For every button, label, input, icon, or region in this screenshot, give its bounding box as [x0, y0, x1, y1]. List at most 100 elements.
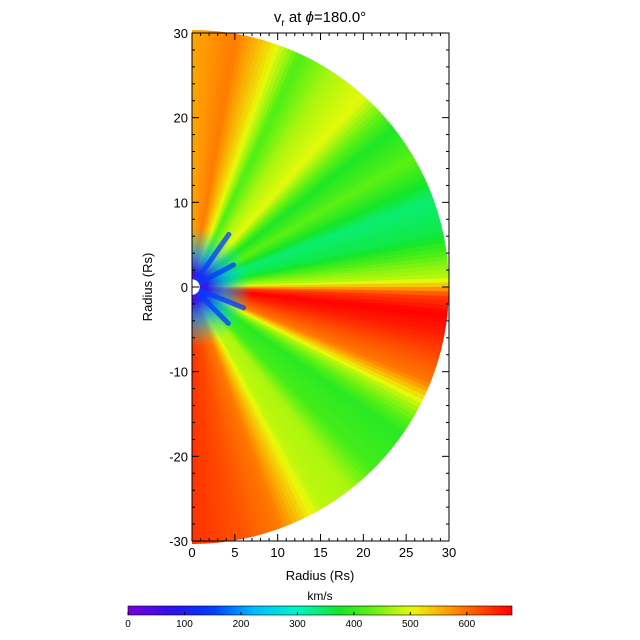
y-tick-label: -10 [169, 365, 188, 380]
heatmap-wedge [192, 205, 444, 287]
heatmap-wedge [192, 287, 402, 450]
heatmap-wedge [192, 287, 335, 511]
heatmap-wedge [192, 118, 397, 287]
x-axis-label: Radius (Rs) [286, 568, 355, 583]
colorbar-label: km/s [307, 589, 332, 603]
heatmap-wedge [192, 259, 449, 287]
heatmap-wedge [192, 287, 238, 544]
heatmap-wedge [192, 287, 282, 536]
heatmap-wedge [192, 287, 251, 544]
heatmap-wedge [192, 232, 449, 287]
colorbar [127, 605, 513, 616]
heatmap-wedge [192, 287, 396, 457]
heatmap-wedge [192, 219, 447, 287]
heatmap-wedge [192, 132, 408, 287]
heatmap-wedge [192, 287, 350, 500]
x-tick-label: 5 [231, 545, 238, 560]
heatmap-wedge [192, 287, 371, 483]
heatmap-wedge [192, 282, 449, 289]
heatmap-wedge [192, 287, 307, 526]
heatmap-wedge [192, 287, 202, 544]
y-tick-label: -20 [169, 449, 188, 464]
y-tick-label: 20 [174, 111, 188, 126]
y-tick-label: 10 [174, 195, 188, 210]
heatmap-wedge [192, 287, 375, 480]
heatmap-wedge [192, 287, 260, 542]
heatmap-wedge [192, 57, 325, 287]
heatmap-wedge [192, 287, 354, 498]
heatmap-wedge [192, 125, 403, 287]
heatmap-wedge [192, 136, 411, 287]
heatmap-wedge [192, 287, 295, 531]
heatmap-wedge [192, 74, 351, 287]
colorbar-tick-label: 400 [346, 619, 363, 630]
heatmap-wedge [192, 287, 417, 428]
heatmap-wedge [192, 201, 442, 287]
heatmap-wedge [192, 287, 368, 486]
heatmap-wedge [192, 287, 405, 446]
heatmap-wedge [192, 287, 415, 431]
heatmap-wedge [192, 228, 449, 287]
heatmap-wedge [192, 167, 429, 287]
heatmap-wedge [192, 62, 333, 288]
colorbar-tick-label: 0 [125, 619, 131, 630]
heatmap-wedge [192, 287, 211, 544]
slow-wind-streak [192, 262, 237, 290]
colorbar-tick-label: 600 [458, 619, 475, 630]
heatmap-wedge [192, 287, 390, 464]
heatmap-wedge [192, 163, 427, 287]
heatmap-wedge [192, 287, 339, 508]
heatmap-wedge [192, 214, 446, 287]
y-tick-label: -30 [169, 534, 188, 549]
colorbar-tick-label: 300 [289, 619, 306, 630]
heatmap-wedge [192, 236, 449, 287]
heatmap-wedge [192, 176, 433, 287]
heatmap-wedge [192, 287, 407, 443]
heatmap-wedge [192, 64, 336, 287]
heatmap-wedge [192, 287, 343, 506]
colorbar-tick-label: 500 [402, 619, 419, 630]
heatmap-wedge [192, 287, 328, 515]
heatmap-wedge [192, 241, 449, 287]
velocity-heatmap [192, 30, 449, 544]
heatmap-wedge [192, 129, 405, 287]
heatmap-wedge [192, 287, 361, 492]
heatmap-wedge [192, 273, 449, 287]
colorbar-tick-label: 100 [176, 619, 193, 630]
heatmap-wedge [192, 144, 416, 287]
heatmap-wedge [192, 287, 224, 544]
heatmap-wedge [192, 287, 291, 533]
heatmap-wedge [192, 108, 388, 287]
heatmap-wedge [192, 287, 269, 540]
heatmap-wedge [192, 98, 379, 287]
heatmap-wedge [192, 287, 378, 477]
heatmap-wedge [192, 287, 215, 544]
heatmap-wedge [192, 245, 449, 287]
slow-wind-streak [192, 284, 231, 326]
heatmap-wedge [192, 287, 357, 495]
heatmap-wedge [192, 287, 274, 539]
heatmap-wedge [192, 111, 391, 287]
x-tick-label: 15 [313, 545, 327, 560]
heatmap-wedge [192, 155, 422, 287]
heatmap-wedge [192, 287, 206, 544]
slow-wind-streak [192, 284, 247, 311]
heatmap-wedge [192, 287, 286, 534]
y-axis-ticks: -30 -20 -10 0 10 20 30 [169, 26, 449, 549]
heatmap-wedge [192, 184, 436, 287]
heatmap-wedge [192, 287, 243, 544]
heatmap-wedge [192, 101, 382, 287]
heatmap-wedge [192, 287, 220, 544]
heatmap-wedge [192, 287, 312, 524]
slow-wind-streak [192, 231, 232, 290]
colorbar-tick-label: 200 [233, 619, 250, 630]
heatmap-wedge [192, 287, 422, 420]
heatmap-wedge [192, 86, 366, 287]
heatmap-wedge [192, 180, 434, 287]
x-tick-label: 30 [442, 545, 456, 560]
heatmap-wedge [192, 95, 376, 287]
heatmap-wedge [192, 287, 331, 513]
heatmap-wedge [192, 287, 347, 503]
heatmap-wedge [192, 115, 394, 287]
heatmap-wedge [192, 193, 439, 287]
